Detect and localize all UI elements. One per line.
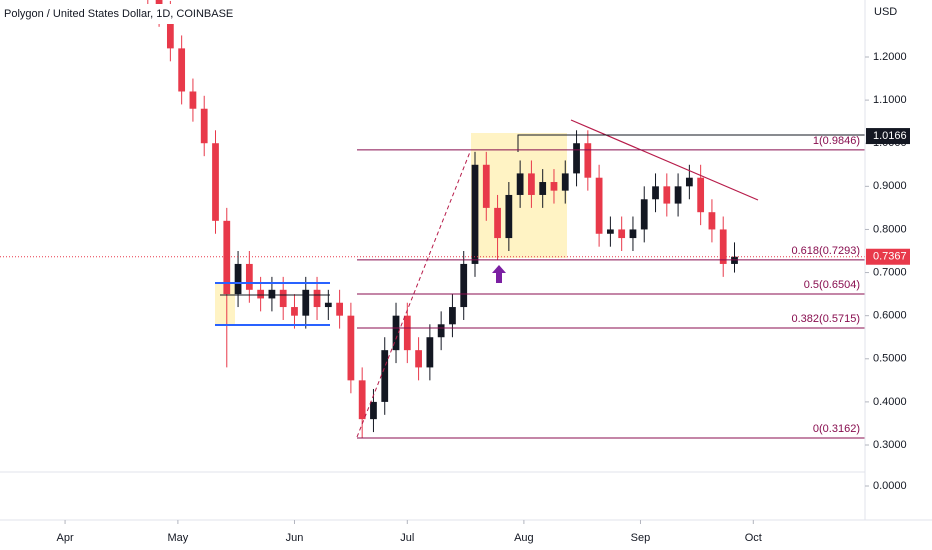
marker-line bbox=[517, 134, 865, 152]
candle-body bbox=[347, 315, 355, 381]
candle-body bbox=[573, 143, 580, 174]
y-axis-label: USD bbox=[874, 6, 897, 18]
x-tick-label: Jun bbox=[286, 532, 304, 544]
candle-body bbox=[663, 186, 671, 204]
candle-body bbox=[291, 307, 298, 316]
title-bg bbox=[0, 4, 212, 24]
candle-body bbox=[302, 289, 310, 316]
candle-body bbox=[494, 207, 501, 239]
candle-body bbox=[482, 164, 490, 208]
x-tick-label: Apr bbox=[57, 532, 74, 544]
candle-body bbox=[719, 229, 727, 264]
x-tick-label: May bbox=[167, 532, 188, 544]
candles bbox=[147, 0, 738, 439]
y-tick-label: 0.7000 bbox=[873, 266, 907, 278]
candle-body bbox=[674, 186, 682, 204]
candle-body bbox=[370, 401, 377, 420]
candle-body bbox=[516, 173, 524, 195]
candle-body bbox=[234, 263, 242, 295]
candle-body bbox=[697, 177, 705, 213]
fib-label: 0.5(0.6504) bbox=[804, 279, 860, 291]
candle-body bbox=[212, 143, 219, 221]
x-tick-label: Sep bbox=[631, 532, 651, 544]
fib-label: 1(0.9846) bbox=[813, 135, 860, 147]
candle-body bbox=[189, 91, 197, 109]
candle-body bbox=[324, 302, 332, 308]
y-tick-label: 0.8000 bbox=[873, 223, 907, 235]
y-tick-label: 0.9000 bbox=[873, 180, 907, 192]
candle-body bbox=[313, 289, 321, 308]
x-tick-label: Jul bbox=[400, 532, 414, 544]
y-tick-label: 0.3000 bbox=[873, 439, 907, 451]
fib-label: 0(0.3162) bbox=[813, 423, 860, 435]
candle-body bbox=[708, 212, 716, 230]
candle-body bbox=[381, 350, 389, 402]
candle-body bbox=[178, 48, 186, 92]
candle-body bbox=[403, 315, 411, 351]
candle-body bbox=[561, 173, 569, 191]
candle-body bbox=[223, 220, 231, 295]
candle-body bbox=[640, 199, 648, 230]
candle-body bbox=[539, 182, 547, 195]
y-tick-label: 0.0000 bbox=[873, 480, 907, 492]
chart-title: Polygon / United States Dollar, 1D, COIN… bbox=[4, 8, 233, 20]
candle-body bbox=[437, 324, 445, 338]
y-tick-label: 1.2000 bbox=[873, 51, 907, 63]
y-tick-label: 0.5000 bbox=[873, 353, 907, 365]
candle-body bbox=[471, 164, 479, 264]
candle-body bbox=[426, 337, 434, 368]
candle-body bbox=[460, 263, 468, 308]
candle-body bbox=[607, 229, 614, 234]
candle-body bbox=[584, 143, 592, 178]
candle-body bbox=[257, 289, 265, 299]
candle-body bbox=[652, 186, 659, 200]
fib-label: 0.382(0.5715) bbox=[792, 313, 861, 325]
candle-body bbox=[166, 13, 174, 49]
x-tick-label: Aug bbox=[514, 532, 534, 544]
fib-label: 0.618(0.7293) bbox=[792, 245, 861, 257]
candle-body bbox=[415, 350, 422, 368]
axes: 0.3000 0.4000 0.5000 0.6000 0.7000 0.8000 0.90… bbox=[57, 51, 910, 544]
candle-body bbox=[336, 302, 343, 316]
candle-body bbox=[358, 380, 366, 420]
candle-body bbox=[449, 307, 456, 325]
candle-body bbox=[279, 289, 287, 308]
x-tick-label: Oct bbox=[745, 532, 762, 544]
annotations: 1(0.9846) 0.618(0.7293) 0.5(0.6504) 0.382(0… bbox=[0, 119, 865, 439]
y-tick-label: 0.4000 bbox=[873, 396, 907, 408]
candle-body bbox=[629, 229, 637, 239]
fib-trend bbox=[356, 151, 471, 438]
candle-body bbox=[245, 263, 253, 290]
trendline bbox=[570, 119, 759, 201]
marker-price-label: 1.0166 bbox=[873, 130, 907, 142]
candle-body bbox=[392, 315, 400, 351]
candle-body bbox=[618, 229, 626, 239]
candle-body bbox=[550, 182, 558, 191]
candle-body bbox=[595, 177, 603, 234]
candle-body bbox=[200, 108, 208, 144]
arrow bbox=[492, 265, 506, 283]
y-tick-label: 1.1000 bbox=[873, 94, 907, 106]
candle-body bbox=[268, 289, 276, 299]
last-price-box bbox=[866, 248, 910, 265]
candle-body bbox=[505, 194, 513, 239]
candle-body bbox=[528, 173, 535, 195]
candle-body bbox=[685, 177, 693, 187]
marker-price-box bbox=[866, 128, 910, 145]
last-price-label: 0.7367 bbox=[873, 251, 907, 263]
y-tick-label: 0.6000 bbox=[873, 310, 907, 322]
